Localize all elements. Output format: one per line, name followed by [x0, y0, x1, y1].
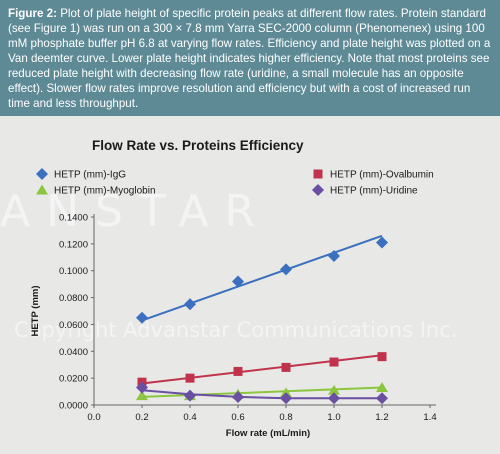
x-tick-label: 0.0 [87, 412, 100, 423]
series-trendline [141, 354, 383, 385]
legend-label: HETP (mm)-Uridine [330, 186, 418, 197]
data-point [136, 381, 148, 394]
x-tick-label: 1.0 [327, 412, 340, 423]
chart-axes: 0.0000 0.0200 0.0400 0.0600 0.0800 0.1000 0.12… [59, 213, 437, 424]
legend-marker [312, 184, 324, 196]
y-tick-label: 0.0000 [59, 401, 88, 412]
data-point [232, 390, 244, 403]
caption-text: Plot of plate height of specific protein… [8, 7, 491, 110]
x-tick-label: 0.2 [135, 412, 148, 423]
y-tick-label: 0.0400 [59, 347, 88, 358]
x-tick-label: 0.6 [231, 412, 244, 423]
x-tick-label: 0.4 [183, 412, 196, 423]
data-point [329, 357, 339, 367]
data-point [233, 366, 243, 376]
data-point [136, 311, 148, 324]
data-point [184, 298, 196, 311]
caption-label: Figure 2: [8, 7, 57, 20]
x-tick-label: 1.2 [375, 412, 388, 423]
data-point [376, 392, 388, 405]
y-axis-label: HETP (mm) [30, 285, 41, 336]
legend-marker [36, 184, 48, 195]
data-point [184, 389, 196, 402]
y-tick-label: 0.1400 [59, 213, 88, 224]
chart-legend: HETP (mm)-IgG HETP (mm)-Ovalbumin HETP (mm… [36, 168, 434, 197]
data-point [376, 236, 388, 249]
y-tick-label: 0.0600 [59, 320, 88, 331]
legend-label: HETP (mm)-Ovalbumin [330, 170, 434, 181]
legend-label: HETP (mm)-Myoglobin [54, 186, 156, 197]
chart-title: Flow Rate vs. Proteins Efficiency [92, 138, 304, 153]
data-point [280, 263, 292, 276]
series-trendline [141, 234, 383, 322]
x-tick-label: 1.4 [423, 412, 436, 423]
data-point [185, 373, 195, 383]
data-point [136, 390, 148, 401]
x-axis-label: Flow rate (mL/min) [226, 428, 310, 439]
figure-caption: Figure 2: Plot of plate height of specif… [0, 0, 500, 116]
data-point [328, 384, 340, 395]
data-point [328, 249, 340, 262]
data-point [232, 275, 244, 288]
data-point [280, 392, 292, 405]
x-tick-label: 0.8 [279, 412, 292, 423]
data-point [377, 352, 387, 362]
legend-marker [36, 168, 48, 180]
legend-marker [313, 169, 323, 179]
y-tick-label: 0.0200 [59, 374, 88, 385]
data-point [281, 362, 291, 372]
legend-label: HETP (mm)-IgG [54, 170, 126, 181]
data-point [376, 382, 388, 393]
chart-plot-area [136, 234, 388, 405]
y-tick-label: 0.1000 [59, 266, 88, 277]
series-trendline [141, 389, 382, 400]
y-tick-label: 0.1200 [59, 239, 88, 250]
series-trendline [141, 386, 383, 398]
y-tick-label: 0.0800 [59, 293, 88, 304]
data-point [328, 392, 340, 405]
